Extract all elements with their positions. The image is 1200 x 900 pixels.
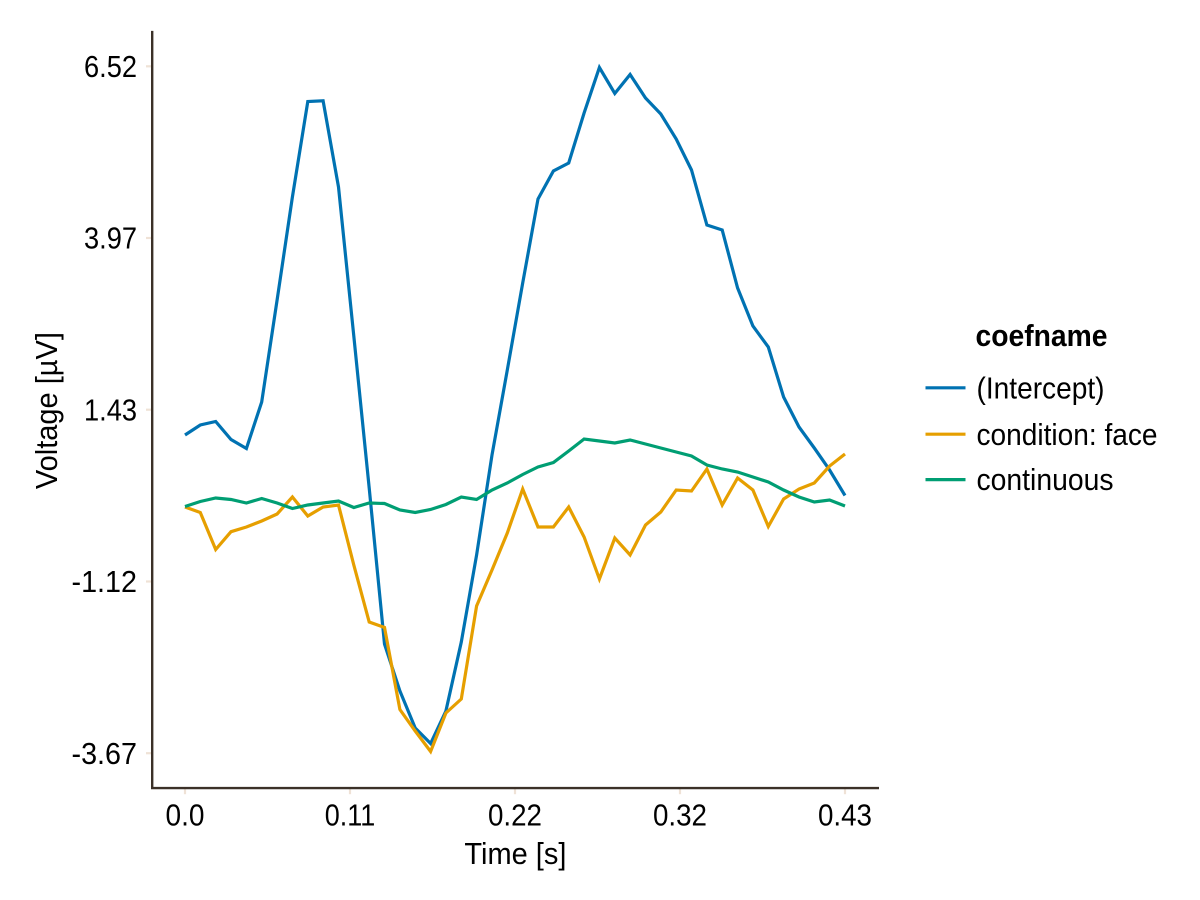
svg-text:0.22: 0.22 (488, 799, 542, 833)
svg-text:-1.12: -1.12 (72, 565, 138, 599)
svg-text:0.32: 0.32 (653, 799, 707, 833)
svg-text:coefname: coefname (976, 318, 1108, 353)
svg-text:-3.67: -3.67 (72, 737, 138, 771)
svg-text:0.43: 0.43 (818, 799, 872, 833)
svg-text:Time [s]: Time [s] (464, 837, 566, 871)
svg-text:6.52: 6.52 (84, 50, 137, 84)
svg-text:(Intercept): (Intercept) (977, 371, 1105, 405)
svg-text:0.0: 0.0 (166, 799, 205, 833)
svg-text:continuous: continuous (977, 463, 1114, 497)
svg-text:3.97: 3.97 (84, 222, 137, 256)
svg-text:1.43: 1.43 (84, 393, 137, 427)
svg-text:Voltage [µV]: Voltage [µV] (30, 332, 64, 489)
svg-text:condition: face: condition: face (977, 418, 1158, 452)
svg-text:0.11: 0.11 (325, 799, 376, 833)
